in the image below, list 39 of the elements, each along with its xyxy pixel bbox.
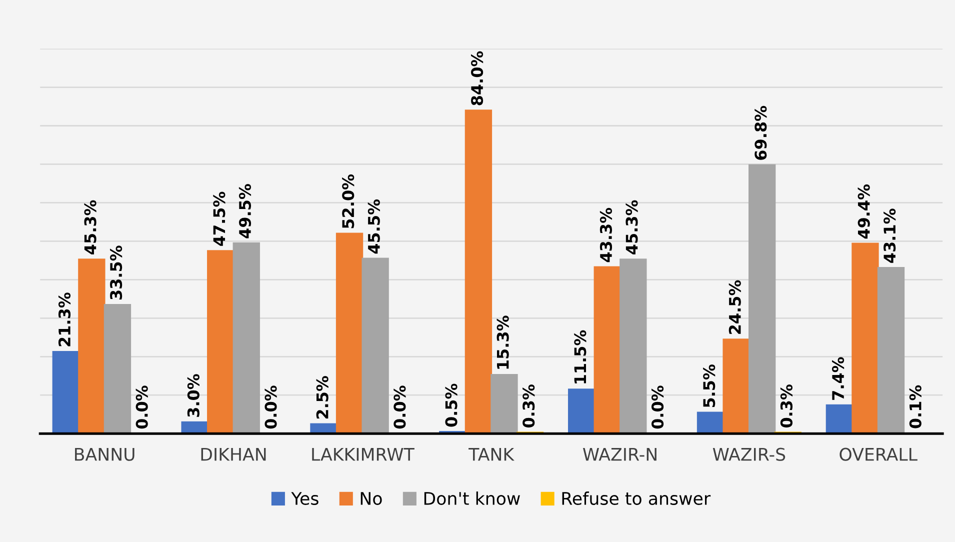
- data-label: 47.5%: [213, 192, 226, 246]
- x-tick-label: LAKKIMRWT: [312, 448, 414, 461]
- data-label: 45.3%: [626, 200, 638, 254]
- data-label: 43.3%: [600, 208, 612, 262]
- data-label: 45.5%: [368, 199, 380, 254]
- x-tick-label: WAZIR-N: [582, 448, 656, 461]
- data-label: 0.1%: [909, 385, 922, 428]
- data-label: 52.0%: [342, 174, 354, 228]
- data-label: 0.0%: [652, 386, 664, 429]
- data-label: 0.0%: [394, 386, 406, 429]
- data-label: 7.4%: [832, 357, 844, 400]
- legend-label: No: [360, 492, 382, 505]
- data-label: 33.5%: [110, 246, 122, 300]
- x-tick-label: OVERALL: [840, 448, 918, 461]
- x-tick-label: TANK: [468, 448, 514, 461]
- data-label: 45.3%: [84, 200, 96, 254]
- data-label: 0.3%: [780, 384, 793, 428]
- data-label: 21.3%: [58, 292, 71, 346]
- data-label: 0.0%: [136, 386, 148, 429]
- data-label: 0.3%: [522, 384, 535, 428]
- data-label: 43.1%: [884, 208, 896, 263]
- data-label: 0.0%: [264, 386, 277, 429]
- data-label: 5.5%: [703, 364, 716, 408]
- data-label: 69.8%: [754, 106, 767, 160]
- data-label: 11.5%: [574, 330, 586, 384]
- data-label: 0.5%: [445, 384, 458, 427]
- legend-label: Don't know: [424, 492, 520, 505]
- x-tick-label: WAZIR-S: [712, 448, 786, 461]
- data-label: 84.0%: [471, 51, 484, 106]
- data-label: 49.5%: [238, 184, 252, 238]
- data-label: 15.3%: [496, 316, 509, 369]
- data-label: 24.5%: [728, 280, 741, 334]
- x-tick-label: DIKHAN: [201, 448, 266, 461]
- legend-label: Yes: [291, 492, 318, 505]
- x-tick-label: BANNU: [75, 448, 134, 461]
- data-label: 2.5%: [316, 376, 328, 419]
- data-label: 49.4%: [858, 184, 870, 239]
- data-label: 3.0%: [187, 374, 200, 417]
- legend-label: Refuse to answer: [562, 492, 711, 505]
